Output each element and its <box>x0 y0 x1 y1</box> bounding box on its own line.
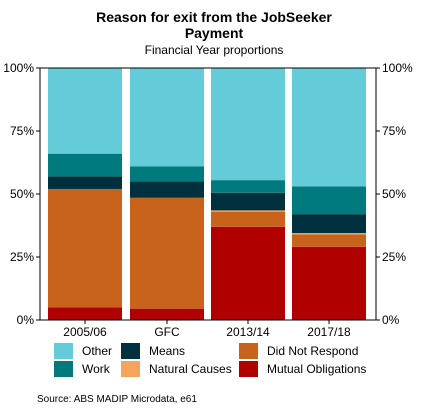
bar-segment-work <box>48 153 122 177</box>
y-tick-label-left: 75% <box>10 124 34 138</box>
bar-segment-did-not-respond <box>211 211 285 227</box>
legend-item: Other <box>54 343 112 359</box>
bar-segment-did-not-respond <box>292 234 366 247</box>
legend-swatch <box>121 343 140 359</box>
bar-segment-natural-causes <box>292 233 366 235</box>
legend-label: Other <box>82 344 113 358</box>
y-tick-label-right: 75% <box>382 124 406 138</box>
bar-segment-other <box>292 68 366 187</box>
y-tick-label-right: 50% <box>382 187 406 201</box>
legend-label: Means <box>149 344 186 358</box>
bar-segment-work <box>130 166 204 182</box>
bar-segment-work <box>292 186 366 215</box>
x-tick-label: 2013/14 <box>226 325 270 339</box>
y-tick-label-right: 0% <box>382 313 400 327</box>
legend-item: Natural Causes <box>121 361 232 377</box>
bar-segment-means <box>130 181 204 198</box>
chart-subtitle: Financial Year proportions <box>144 43 284 57</box>
bar-segment-mutual-obligations <box>292 246 366 320</box>
chart-title-line-1: Reason for exit from the JobSeeker <box>96 9 332 25</box>
bar-segment-did-not-respond <box>130 197 204 309</box>
bar-segment-means <box>48 176 122 189</box>
bar-segment-other <box>211 68 285 181</box>
legend-label: Did Not Respond <box>267 344 359 358</box>
bar-segment-mutual-obligations <box>130 308 204 320</box>
bar-segment-means <box>292 214 366 234</box>
bar-segment-other <box>130 68 204 167</box>
legend-swatch <box>121 361 140 377</box>
x-tick-label: 2005/06 <box>63 325 107 339</box>
x-tick-label: 2017/18 <box>307 325 351 339</box>
legend-item: Did Not Respond <box>239 343 358 359</box>
legend-item: Means <box>121 343 185 359</box>
bar-segment-work <box>211 180 285 193</box>
y-tick-label-left: 0% <box>17 313 35 327</box>
source-note: Source: ABS MADIP Microdata, e61 <box>37 394 197 405</box>
bar-segment-mutual-obligations <box>48 307 122 320</box>
y-tick-label-left: 50% <box>10 187 34 201</box>
x-tick-label: GFC <box>154 325 180 339</box>
bar-segment-did-not-respond <box>48 188 122 308</box>
y-tick-label-right: 25% <box>382 250 406 264</box>
bar-segment-natural-causes <box>211 210 285 212</box>
legend-label: Work <box>82 362 110 376</box>
y-tick-label-right: 100% <box>382 61 413 75</box>
bar-segment-means <box>211 192 285 211</box>
legend-swatch <box>54 361 73 377</box>
bar-segment-mutual-obligations <box>211 226 285 320</box>
legend-swatch <box>239 361 258 377</box>
legend-item: Mutual Obligations <box>239 361 366 377</box>
legend-label: Natural Causes <box>149 362 232 376</box>
y-tick-label-left: 25% <box>10 250 34 264</box>
legend-swatch <box>54 343 73 359</box>
legend-swatch <box>239 343 258 359</box>
y-tick-label-left: 100% <box>3 61 34 75</box>
legend-label: Mutual Obligations <box>267 362 367 376</box>
bar-segment-other <box>48 68 122 154</box>
chart-title-line-2: Payment <box>184 25 244 41</box>
legend-item: Work <box>54 361 110 377</box>
